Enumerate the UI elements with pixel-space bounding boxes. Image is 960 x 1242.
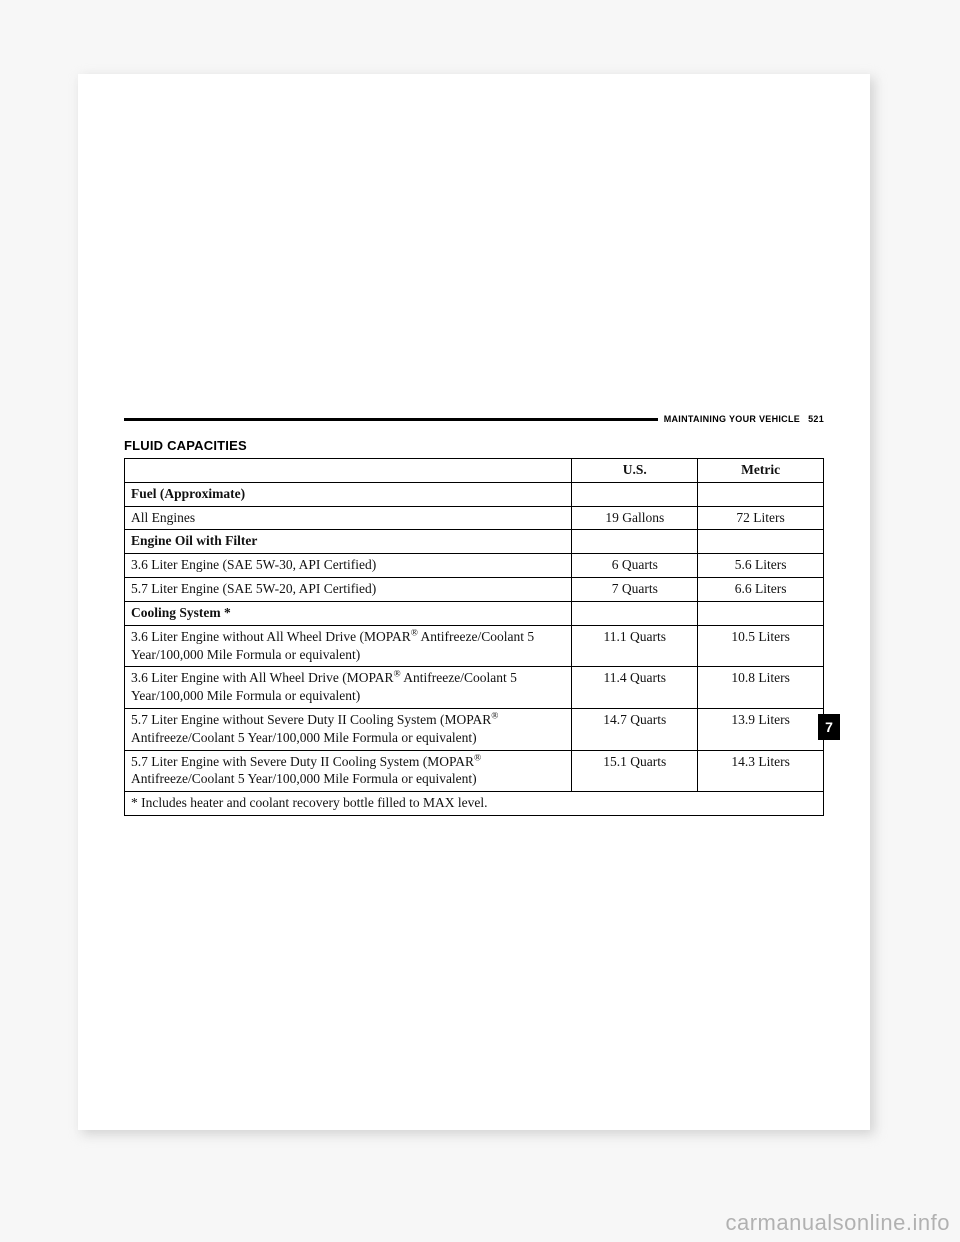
desc-cell: 5.7 Liter Engine (SAE 5W-20, API Certifi… (125, 578, 572, 602)
metric-cell: 13.9 Liters (698, 708, 824, 750)
us-cell: 14.7 Quarts (572, 708, 698, 750)
section-title: FLUID CAPACITIES (124, 438, 247, 453)
table-section-header: Engine Oil with Filter (125, 530, 824, 554)
table-section-header: Cooling System * (125, 601, 824, 625)
desc-cell: 3.6 Liter Engine with All Wheel Drive (M… (125, 667, 572, 709)
metric-cell (698, 482, 824, 506)
table-section-header: Fuel (Approximate) (125, 482, 824, 506)
us-cell: 6 Quarts (572, 554, 698, 578)
metric-cell: 10.8 Liters (698, 667, 824, 709)
desc-cell: All Engines (125, 506, 572, 530)
metric-cell: 10.5 Liters (698, 625, 824, 667)
fluid-capacities-table: U.S. Metric Fuel (Approximate)All Engine… (124, 458, 824, 816)
table-row: 5.7 Liter Engine (SAE 5W-20, API Certifi… (125, 578, 824, 602)
manual-page: MAINTAINING YOUR VEHICLE 521 FLUID CAPAC… (78, 74, 870, 1130)
desc-cell: 3.6 Liter Engine (SAE 5W-30, API Certifi… (125, 554, 572, 578)
desc-cell: Fuel (Approximate) (125, 482, 572, 506)
col-header-desc (125, 459, 572, 483)
metric-cell: 14.3 Liters (698, 750, 824, 792)
col-header-metric: Metric (698, 459, 824, 483)
watermark: carmanualsonline.info (725, 1210, 950, 1236)
metric-cell: 6.6 Liters (698, 578, 824, 602)
table-row: All Engines19 Gallons72 Liters (125, 506, 824, 530)
desc-cell: 5.7 Liter Engine with Severe Duty II Coo… (125, 750, 572, 792)
table-row: 3.6 Liter Engine without All Wheel Drive… (125, 625, 824, 667)
header-page-number: 521 (800, 414, 824, 424)
table-body: Fuel (Approximate)All Engines19 Gallons7… (125, 482, 824, 815)
running-header: MAINTAINING YOUR VEHICLE 521 (124, 414, 824, 424)
table-row: 5.7 Liter Engine without Severe Duty II … (125, 708, 824, 750)
metric-cell (698, 601, 824, 625)
desc-cell: Engine Oil with Filter (125, 530, 572, 554)
header-rule (124, 418, 658, 421)
us-cell: 7 Quarts (572, 578, 698, 602)
table-row: 3.6 Liter Engine with All Wheel Drive (M… (125, 667, 824, 709)
us-cell: 19 Gallons (572, 506, 698, 530)
us-cell: 11.1 Quarts (572, 625, 698, 667)
us-cell: 11.4 Quarts (572, 667, 698, 709)
us-cell (572, 601, 698, 625)
footnote-cell: * Includes heater and coolant recovery b… (125, 792, 824, 816)
header-section-label: MAINTAINING YOUR VEHICLE (658, 414, 800, 424)
us-cell (572, 530, 698, 554)
table-row: 5.7 Liter Engine with Severe Duty II Coo… (125, 750, 824, 792)
metric-cell (698, 530, 824, 554)
us-cell (572, 482, 698, 506)
metric-cell: 5.6 Liters (698, 554, 824, 578)
table-header-row: U.S. Metric (125, 459, 824, 483)
metric-cell: 72 Liters (698, 506, 824, 530)
col-header-us: U.S. (572, 459, 698, 483)
desc-cell: Cooling System * (125, 601, 572, 625)
table-footnote-row: * Includes heater and coolant recovery b… (125, 792, 824, 816)
table-row: 3.6 Liter Engine (SAE 5W-30, API Certifi… (125, 554, 824, 578)
us-cell: 15.1 Quarts (572, 750, 698, 792)
desc-cell: 5.7 Liter Engine without Severe Duty II … (125, 708, 572, 750)
desc-cell: 3.6 Liter Engine without All Wheel Drive… (125, 625, 572, 667)
chapter-tab: 7 (818, 714, 840, 740)
